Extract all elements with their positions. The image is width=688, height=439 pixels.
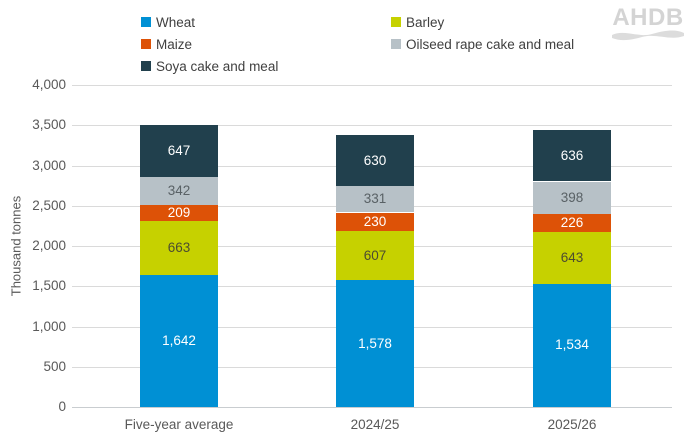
bar-segment-soya-cake-and-meal (336, 135, 414, 186)
bar-segment-oilseed-rape-cake-and-meal (336, 185, 414, 213)
y-tick-label: 1,500 (32, 278, 66, 294)
legend-item-barley: Barley (391, 13, 444, 31)
y-tick-label: 3,000 (32, 157, 66, 173)
legend-label: Soya cake and meal (156, 58, 279, 74)
ahdb-logo-text: AHDB (612, 4, 684, 31)
ahdb-logo-wave-icon (612, 30, 684, 41)
bar-segment-maize (533, 213, 611, 232)
x-tick-label: 2024/25 (350, 417, 400, 432)
y-tick-label: 2,500 (32, 197, 66, 213)
gridline (72, 125, 672, 127)
y-tick-label: 2,000 (32, 238, 66, 253)
y-tick-label: 500 (43, 358, 66, 374)
y-tick-label: 4,000 (32, 77, 66, 92)
legend-item-oilseed-rape-cake-and-meal: Oilseed rape cake and meal (391, 35, 574, 53)
bar-segment-barley (140, 221, 218, 275)
legend-item-maize: Maize (141, 35, 192, 53)
legend-swatch-soya-cake-and-meal (141, 61, 151, 71)
gridline (72, 85, 672, 86)
y-tick-label: 3,500 (32, 117, 66, 133)
legend-label: Wheat (156, 14, 196, 30)
legend-item-wheat: Wheat (141, 13, 195, 31)
legend-label: Barley (406, 14, 445, 30)
legend-swatch-oilseed-rape-cake-and-meal (391, 39, 401, 49)
y-tick-label: 0 (58, 399, 66, 414)
bar-segment-barley (533, 231, 611, 284)
bar-segment-soya-cake-and-meal (533, 130, 611, 182)
x-tick-label: 2025/26 (547, 417, 597, 432)
y-tick-label: 1,000 (32, 318, 66, 334)
legend-label: Maize (156, 36, 193, 52)
bar-segment-wheat (533, 283, 611, 407)
bar-segment-oilseed-rape-cake-and-meal (140, 177, 218, 205)
ahdb-logo: AHDB (612, 6, 684, 42)
bar-segment-oilseed-rape-cake-and-meal (533, 181, 611, 214)
legend-item-soya-cake-and-meal: Soya cake and meal (141, 57, 278, 75)
legend-swatch-wheat (141, 17, 151, 27)
legend-swatch-maize (141, 39, 151, 49)
x-axis-line (72, 407, 672, 408)
x-tick-label: Five-year average (124, 417, 234, 432)
legend-swatch-barley (391, 17, 401, 27)
bar-segment-barley (336, 231, 414, 280)
bar-segment-maize (336, 212, 414, 232)
bar-segment-maize (140, 204, 218, 222)
bar-segment-soya-cake-and-meal (140, 125, 218, 178)
legend-label: Oilseed rape cake and meal (406, 36, 575, 52)
bar-segment-wheat (140, 274, 218, 407)
bar-segment-wheat (336, 280, 414, 407)
